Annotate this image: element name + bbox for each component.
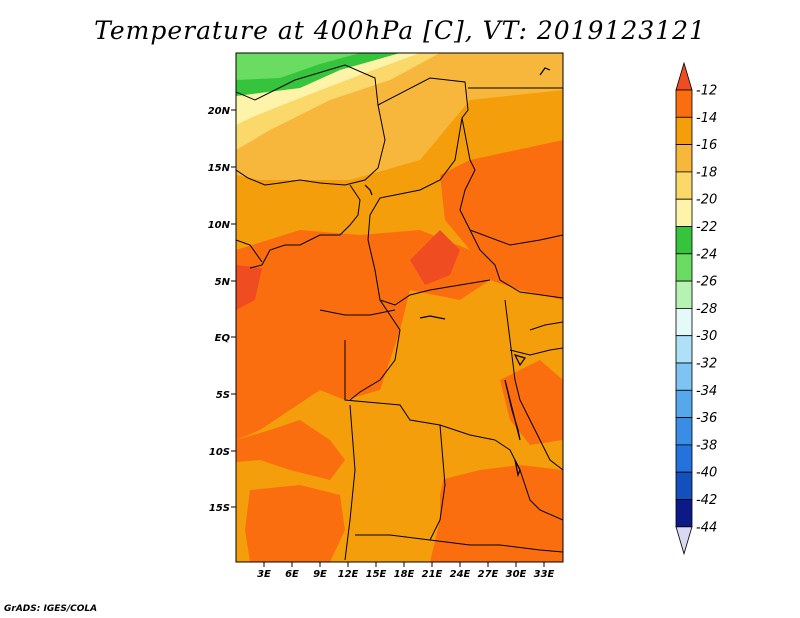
colorbar-label: -42 <box>696 493 717 508</box>
lat-tick-label: 10S <box>209 447 230 458</box>
colorbar-label: -24 <box>696 247 717 262</box>
lon-tick-label: 27E <box>478 569 499 580</box>
colorbar-label: -12 <box>696 84 717 99</box>
colorbar-swatch <box>675 444 693 473</box>
colorbar-swatch <box>675 362 693 391</box>
colorbar-swatch <box>675 499 693 528</box>
colorbar-swatch <box>675 226 693 255</box>
colorbar-swatch <box>675 253 693 282</box>
colorbar-swatch <box>675 171 693 200</box>
colorbar: -12 -14 -16 -18 -20 -22 -24 -26 -28 -30 -32 -34 -36 -… <box>675 61 717 556</box>
lon-tick-label: 33E <box>534 569 555 580</box>
colorbar-label: -36 <box>696 411 717 426</box>
lon-tick-label: 30E <box>506 569 527 580</box>
colorbar-label: -44 <box>696 520 717 535</box>
colorbar-label: -16 <box>696 138 717 153</box>
grads-credit: GrADS: IGES/COLA <box>4 604 98 614</box>
colorbar-swatch <box>675 280 693 309</box>
colorbar-swatch <box>675 116 693 146</box>
map-title: Temperature at 400hPa [C], VT: 201912312… <box>94 16 706 45</box>
colorbar-label: -38 <box>696 438 717 453</box>
colorbar-swatch <box>675 417 693 446</box>
lon-tick-label: 9E <box>313 569 327 580</box>
lakes <box>364 67 551 478</box>
lon-tick-label: 12E <box>338 569 359 580</box>
lat-tick-label: 5N <box>215 277 231 288</box>
lon-tick-label: 15E <box>366 569 387 580</box>
colorbar-swatch <box>675 335 693 364</box>
country-borders <box>236 64 563 561</box>
colorbar-label: -22 <box>696 220 717 235</box>
colorbar-label: -30 <box>696 329 717 344</box>
lat-tick-label: 10N <box>208 220 231 231</box>
lat-tick-label: 15N <box>208 163 231 174</box>
colorbar-swatch <box>675 471 693 500</box>
colorbar-label: -18 <box>696 165 717 180</box>
lat-tick-label: 15S <box>209 503 230 514</box>
colorbar-label: -26 <box>696 275 717 290</box>
colorbar-swatch <box>675 198 693 227</box>
colorbar-swatch <box>675 89 693 118</box>
lon-tick-label: 18E <box>394 569 415 580</box>
colorbar-swatch <box>675 389 693 418</box>
colorbar-swatch <box>675 144 693 173</box>
colorbar-label: -20 <box>696 193 717 208</box>
colorbar-label: -14 <box>696 111 717 126</box>
lat-tick-label: EQ <box>215 333 231 344</box>
colorbar-label: -28 <box>696 302 717 317</box>
colorbar-label: -32 <box>696 357 717 372</box>
colorbar-arrow-top <box>675 61 693 91</box>
colorbar-swatch <box>675 307 693 337</box>
colorbar-label: -40 <box>696 466 717 481</box>
lon-tick-label: 21E <box>422 569 443 580</box>
lon-tick-label: 24E <box>450 569 471 580</box>
lat-tick-label: 5S <box>216 390 230 401</box>
colorbar-arrow-bottom <box>675 526 693 556</box>
lon-tick-label: 3E <box>257 569 271 580</box>
temperature-field <box>236 53 563 562</box>
map-frame <box>235 52 564 563</box>
lon-tick-label: 6E <box>285 569 299 580</box>
colorbar-label: -34 <box>696 384 717 399</box>
lat-tick-label: 20N <box>208 106 231 117</box>
